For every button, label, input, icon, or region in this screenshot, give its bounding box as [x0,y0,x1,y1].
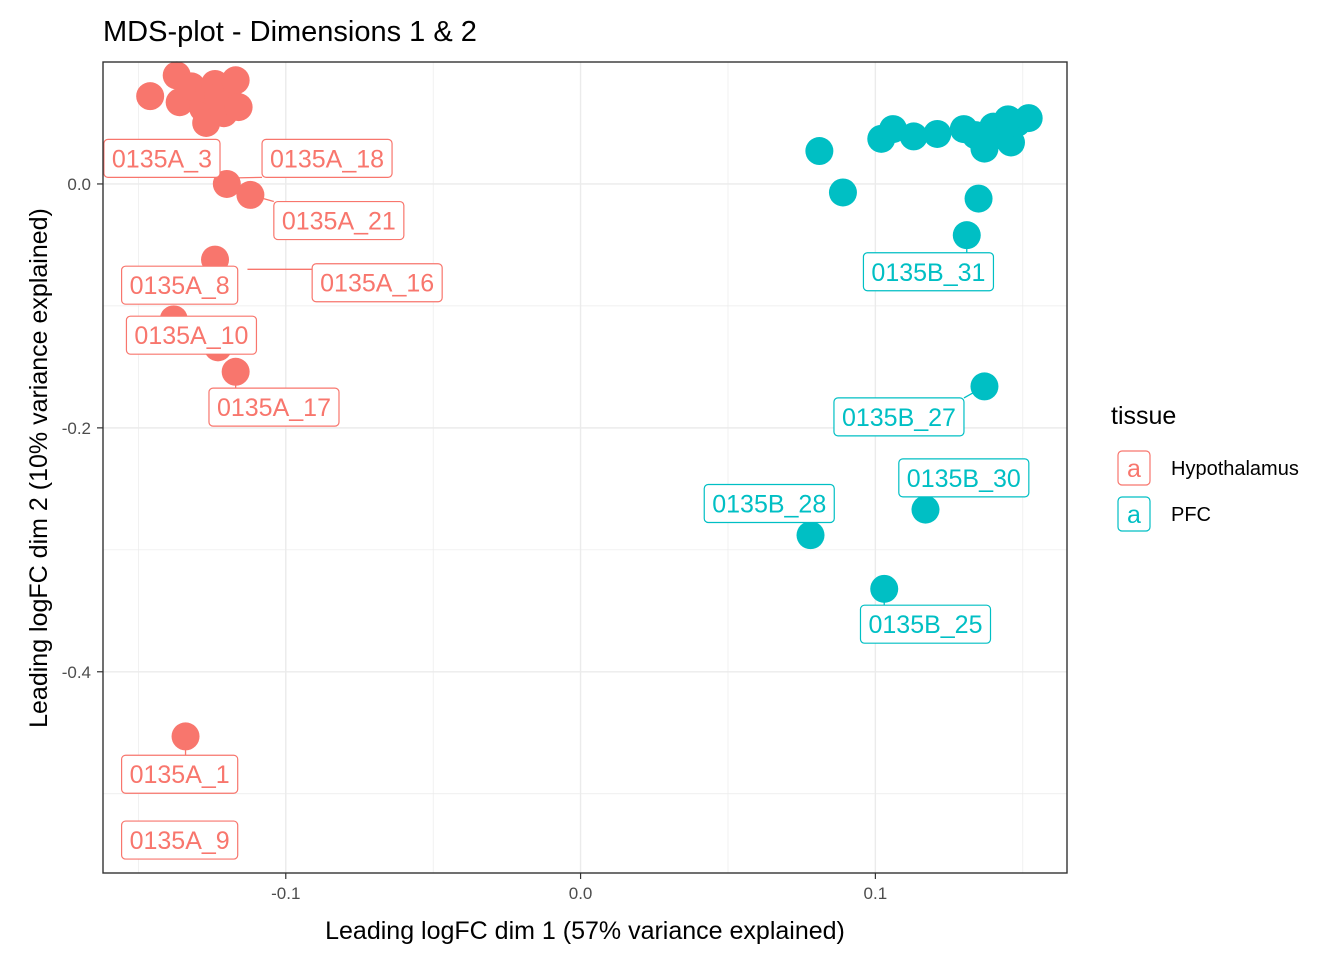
chart-title: MDS-plot - Dimensions 1 & 2 [103,16,477,48]
point-label: 0135A_8 [120,265,239,305]
data-point-hypothalamus [221,66,250,95]
data-point-hypothalamus [212,169,241,198]
legend-key-glyph: a [1127,501,1141,529]
legend-item: a Hypothalamus [1117,450,1299,486]
data-point-hypothalamus [221,357,250,386]
point-label: 0135B_25 [859,604,992,644]
legend-key-glyph: a [1127,455,1141,483]
point-label-box [261,138,393,178]
point-label-text: 0135A_18 [270,145,384,173]
point-label-text: 0135A_3 [112,145,212,173]
data-point-pfc [1014,104,1043,133]
point-label-box [862,252,995,292]
point-label-box [208,387,340,427]
point-label-box [898,458,1030,498]
point-label-box [125,315,258,355]
point-label-text: 0135A_21 [282,208,396,236]
data-point-hypothalamus [136,82,165,111]
plot-panel-border [102,61,1068,874]
data-point-hypothalamus [236,180,265,209]
legend-key [1117,496,1151,532]
y-tick-label: -0.4 [62,663,91,682]
data-point-pfc [796,521,825,550]
point-label-text: 0135B_30 [907,465,1021,493]
point-label-box [859,604,992,644]
x-tick-label: 0.1 [864,884,888,903]
legend-title: tissue [1111,402,1176,430]
point-label-box [120,820,239,860]
y-tick-label: -0.2 [62,419,91,438]
point-label-box [833,397,965,437]
data-point-pfc [870,574,899,603]
point-label: 0135A_9 [120,820,239,860]
point-label-box [120,754,239,794]
legend-key [1117,450,1151,486]
x-tick-label: -0.1 [271,884,300,903]
point-label: 0135B_27 [833,397,965,437]
point-label: 0135B_30 [898,458,1030,498]
point-label-text: 0135A_16 [320,270,434,298]
point-label-text: 0135A_9 [130,827,230,855]
data-points [136,61,1043,751]
point-label-text: 0135B_28 [712,490,826,518]
point-label-text: 0135B_27 [842,404,956,432]
point-label: 0135A_17 [208,387,340,427]
point-label-box [103,138,221,178]
point-label-box [311,263,443,303]
legend-item: a PFC [1117,496,1211,532]
data-point-pfc [952,221,981,250]
label-connector [235,176,263,179]
point-label-box [703,483,835,524]
data-point-pfc [899,122,928,151]
x-axis-ticks: -0.1 0.0 0.1 [271,873,887,903]
point-label-text: 0135A_8 [130,272,230,300]
data-point-pfc [970,372,999,401]
x-tick-label: 0.0 [569,884,593,903]
y-axis-ticks: 0.0 -0.2 -0.4 [62,175,103,682]
point-label-text: 0135B_31 [871,259,985,287]
point-label: 0135B_28 [703,483,835,524]
point-label: 0135A_1 [120,754,239,794]
point-label: 0135A_10 [125,315,258,355]
point-label: 0135A_3 [103,138,221,178]
point-label-text: 0135A_17 [217,394,331,422]
point-label-text: 0135A_10 [134,322,248,350]
point-label: 0135A_21 [273,200,405,241]
legend-label: PFC [1171,504,1211,526]
data-point-pfc [805,137,834,166]
y-tick-label: 0.0 [67,175,91,194]
legend: tissue a Hypothalamus a PFC [1111,402,1299,532]
y-axis-title: Leading logFC dim 2 (10% variance explai… [25,208,53,728]
data-point-pfc [923,119,952,148]
point-label: 0135A_18 [261,138,393,178]
point-label-box [120,265,239,305]
data-point-pfc [964,184,993,213]
data-point-hypothalamus [224,93,253,122]
data-point-pfc [828,178,857,207]
point-label-box [273,200,405,241]
legend-label: Hypothalamus [1171,458,1299,480]
data-point-hypothalamus [171,722,200,751]
point-label: 0135A_16 [311,263,443,303]
point-label-text: 0135B_25 [868,611,982,639]
data-point-pfc [911,495,940,524]
point-label-text: 0135A_1 [130,761,230,789]
x-axis-title: Leading logFC dim 1 (57% variance explai… [325,917,845,945]
point-label: 0135B_31 [862,252,995,292]
point-labels: 0135A_3 0135A_18 0135A_21 0135A_8 0135A_16 01… [103,138,1030,860]
